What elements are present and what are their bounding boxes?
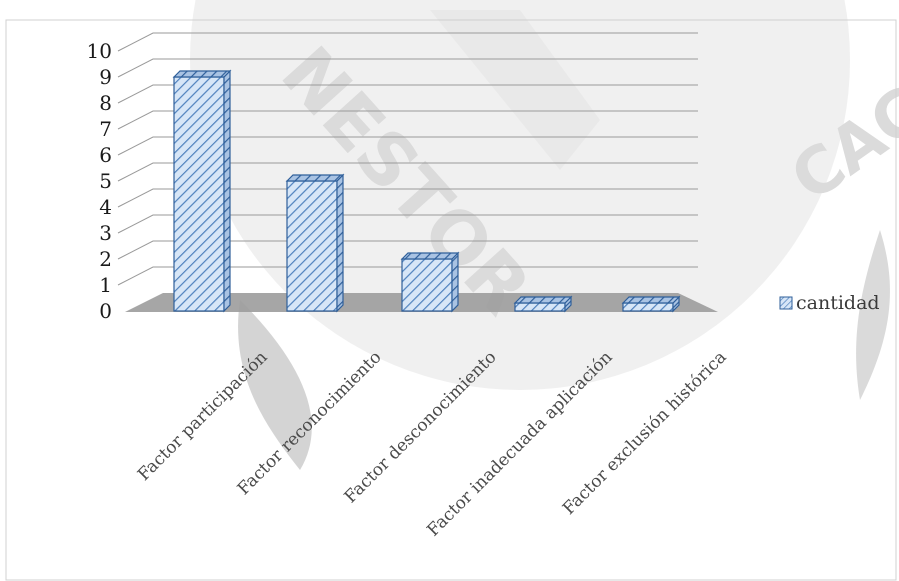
- y-tick-label: 1: [99, 273, 112, 297]
- gridline: [117, 266, 698, 286]
- legend: cantidad: [779, 292, 880, 314]
- bar-front-face: [173, 76, 225, 312]
- gridlines: [117, 32, 698, 286]
- y-tick-label: 9: [99, 65, 112, 89]
- bar-front-face: [401, 258, 453, 312]
- gridline: [117, 240, 698, 260]
- gridline: [117, 162, 698, 182]
- watermark-seal: [190, 0, 850, 390]
- bar-side-face: [223, 69, 231, 313]
- bar: [400, 251, 460, 313]
- category-label: Factor participación: [134, 347, 272, 485]
- y-tick-label: 7: [99, 117, 112, 141]
- bars: [172, 69, 681, 313]
- watermark-shape: [430, 10, 600, 170]
- gridline: [117, 32, 698, 52]
- bar: [513, 295, 573, 313]
- legend-swatch: [779, 296, 793, 310]
- bar: [285, 173, 345, 313]
- bar-top-face: [172, 70, 232, 78]
- bar-top-face: [400, 252, 460, 260]
- gridline: [117, 136, 698, 156]
- gridline: [117, 110, 698, 130]
- gridline: [117, 214, 698, 234]
- bar-top-face: [285, 174, 345, 182]
- legend-label: cantidad: [796, 292, 880, 314]
- watermark-shape: [856, 230, 890, 400]
- y-tick-label: 6: [99, 143, 112, 167]
- bar: [172, 69, 232, 313]
- bar-top-face: [621, 296, 681, 304]
- gridline: [117, 58, 698, 78]
- y-tick-label: 10: [87, 39, 112, 63]
- y-tick-label: 4: [99, 195, 112, 219]
- bar-side-face: [451, 251, 459, 313]
- chart-border: [5, 19, 897, 581]
- gridline: [117, 84, 698, 104]
- y-tick-label: 0: [99, 299, 112, 323]
- gridline: [117, 188, 698, 208]
- bar-side-face: [336, 173, 344, 313]
- bar-top-face: [513, 296, 573, 304]
- y-tick-label: 5: [99, 169, 112, 193]
- y-tick-label: 8: [99, 91, 112, 115]
- y-tick-label: 2: [99, 247, 112, 271]
- watermark-shape: [238, 300, 312, 470]
- y-tick-label: 3: [99, 221, 112, 245]
- bar-front-face: [514, 302, 566, 312]
- bar: [621, 295, 681, 313]
- bar-front-face: [286, 180, 338, 312]
- bar-front-face: [622, 302, 674, 312]
